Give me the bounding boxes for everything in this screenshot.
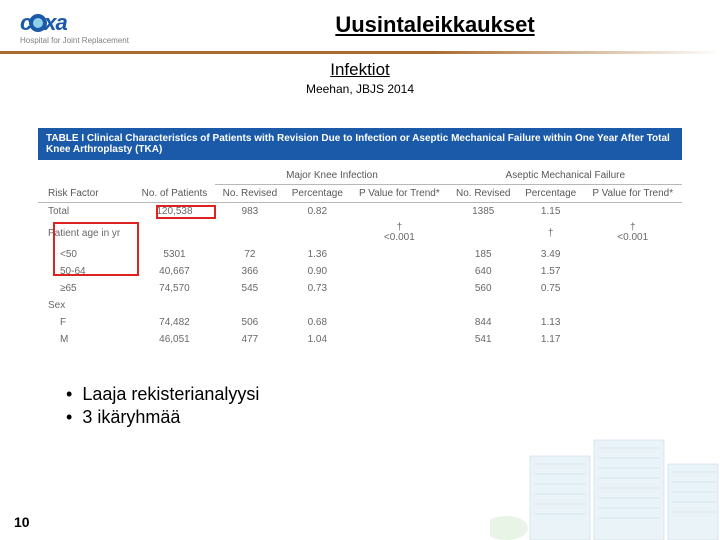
- table-cell: 1385: [449, 203, 518, 221]
- table-cell: 46,051: [134, 331, 216, 348]
- table-cell: 545: [215, 280, 284, 297]
- row-label: <50: [38, 246, 134, 263]
- table-cell: [583, 314, 682, 331]
- table-cell: [583, 280, 682, 297]
- table-cell: 1.57: [518, 263, 584, 280]
- table-cell: 541: [449, 331, 518, 348]
- col-nrev2: No. Revised: [449, 185, 518, 203]
- table-row: 50-6440,6673660.90 6401.57: [38, 263, 682, 280]
- row-label: ≥65: [38, 280, 134, 297]
- table-cell: [518, 297, 584, 314]
- col-risk: Risk Factor: [38, 185, 134, 203]
- table-cell: 1.15: [518, 203, 584, 221]
- table-cell: 1.17: [518, 331, 584, 348]
- row-label: M: [38, 331, 134, 348]
- table-cell: [583, 263, 682, 280]
- table-cell: [134, 220, 216, 246]
- table-cell: [350, 203, 448, 221]
- table-row: Total120,5389830.82 13851.15: [38, 203, 682, 221]
- header-rule: [0, 51, 720, 54]
- decorative-building: [490, 420, 720, 540]
- table-cell: 40,667: [134, 263, 216, 280]
- col-pct1: Percentage: [285, 185, 351, 203]
- col-p2: P Value for Trend*: [583, 185, 682, 203]
- table-cell: [350, 263, 448, 280]
- table-cell: †<0.001: [350, 220, 448, 246]
- table-cell: †<0.001: [583, 220, 682, 246]
- table-cell: [449, 297, 518, 314]
- table-cell: 1.36: [285, 246, 351, 263]
- table-cell: [583, 331, 682, 348]
- table-row: F74,4825060.68 8441.13: [38, 314, 682, 331]
- table-cell: [350, 314, 448, 331]
- table-cell: 560: [449, 280, 518, 297]
- table-row: Sex: [38, 297, 682, 314]
- table-row: <505301721.36 1853.49: [38, 246, 682, 263]
- table-row: M46,0514771.04 5411.17: [38, 331, 682, 348]
- table-cell: [285, 297, 351, 314]
- table-cell: 640: [449, 263, 518, 280]
- table-cell: [350, 297, 448, 314]
- table-cell: 477: [215, 331, 284, 348]
- section-title: Infektiot: [0, 60, 720, 80]
- table-cell: [350, 331, 448, 348]
- table-figure: TABLE I Clinical Characteristics of Pati…: [38, 128, 682, 348]
- table-cell: 3.49: [518, 246, 584, 263]
- table-cell: [134, 297, 216, 314]
- col-nrev1: No. Revised: [215, 185, 284, 203]
- table-cell: 5301: [134, 246, 216, 263]
- page-number: 10: [14, 514, 30, 530]
- table-cell: 0.73: [285, 280, 351, 297]
- table-cell: 185: [449, 246, 518, 263]
- table-cell: 74,570: [134, 280, 216, 297]
- table-cell: 983: [215, 203, 284, 221]
- col-p1: P Value for Trend*: [350, 185, 448, 203]
- table-cell: 0.68: [285, 314, 351, 331]
- logo-tagline: Hospital for Joint Replacement: [20, 36, 170, 45]
- row-label: Total: [38, 203, 134, 221]
- table-cell: 0.90: [285, 263, 351, 280]
- logo-letter-xa: xa: [44, 10, 66, 36]
- table-cell: 72: [215, 246, 284, 263]
- page-title: Uusintaleikkaukset: [170, 12, 700, 38]
- col-pct2: Percentage: [518, 185, 584, 203]
- table-cell: [583, 203, 682, 221]
- table-cell: [285, 220, 351, 246]
- table-cell: †: [518, 220, 584, 246]
- table-cell: 366: [215, 263, 284, 280]
- table-cell: 844: [449, 314, 518, 331]
- table-caption: TABLE I Clinical Characteristics of Pati…: [38, 128, 682, 160]
- citation: Meehan, JBJS 2014: [0, 82, 720, 96]
- table-cell: 74,482: [134, 314, 216, 331]
- table-cell: 120,538: [134, 203, 216, 221]
- table-cell: [215, 297, 284, 314]
- logo: c xa Hospital for Joint Replacement: [20, 10, 170, 45]
- row-label: F: [38, 314, 134, 331]
- table-row: Patient age in yr†<0.001††<0.001: [38, 220, 682, 246]
- table-cell: [583, 246, 682, 263]
- table-cell: [350, 246, 448, 263]
- table-cell: [449, 220, 518, 246]
- col-npat: No. of Patients: [134, 185, 216, 203]
- table-cell: 1.13: [518, 314, 584, 331]
- bullet-1: Laaja rekisterianalyysi: [66, 384, 720, 405]
- row-section-label: Patient age in yr: [38, 220, 134, 246]
- table-cell: 0.75: [518, 280, 584, 297]
- table-cell: [215, 220, 284, 246]
- data-table: Major Knee Infection Aseptic Mechanical …: [38, 160, 682, 348]
- row-section-label: Sex: [38, 297, 134, 314]
- colgroup-aseptic: Aseptic Mechanical Failure: [449, 160, 682, 185]
- colgroup-infection: Major Knee Infection: [215, 160, 448, 185]
- table-cell: 1.04: [285, 331, 351, 348]
- table-cell: [350, 280, 448, 297]
- row-label: 50-64: [38, 263, 134, 280]
- table-row: ≥6574,5705450.73 5600.75: [38, 280, 682, 297]
- table-cell: 506: [215, 314, 284, 331]
- table-cell: 0.82: [285, 203, 351, 221]
- table-cell: [583, 297, 682, 314]
